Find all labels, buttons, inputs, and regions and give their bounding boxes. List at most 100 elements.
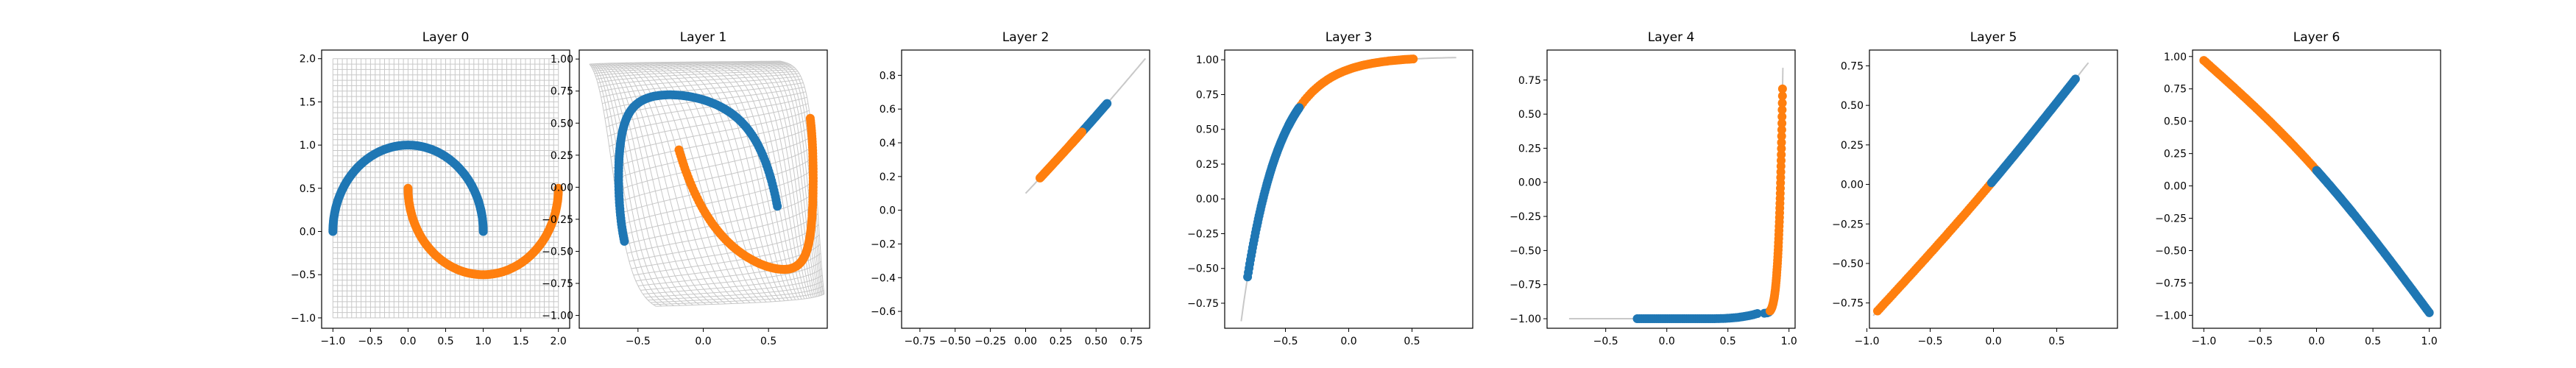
data-point <box>1078 127 1086 137</box>
grid-line <box>596 67 795 80</box>
x-tick-label: 1.0 <box>475 336 491 347</box>
grid-line <box>597 68 796 83</box>
grid-line <box>607 96 807 137</box>
series-0 <box>1243 117 1295 282</box>
y-tick-label: −0.75 <box>2155 277 2187 289</box>
series-0 <box>2199 56 2321 175</box>
panel-title: Layer 5 <box>1970 30 2017 45</box>
y-tick-label: 0.00 <box>2164 181 2187 193</box>
panel-3: Layer 3 −0.5 0.0 0.5 −0.75 −0.50 −0.25 0.00 0.25… <box>1187 30 1473 347</box>
grid-line <box>603 82 804 111</box>
panel-title: Layer 4 <box>1648 30 1695 45</box>
data-point <box>1777 112 1787 121</box>
panel-title: Layer 2 <box>1002 30 1050 45</box>
data-point <box>1777 132 1786 141</box>
series-1 <box>1766 84 1787 316</box>
grid-line <box>593 63 790 72</box>
y-tick-label: 0.50 <box>551 118 573 130</box>
data-point <box>805 113 815 123</box>
y-tick-label: −0.25 <box>1510 211 1541 223</box>
y-tick-label: −0.25 <box>542 214 573 226</box>
y-tick-label: −0.25 <box>1832 219 1864 230</box>
x-tick-label: 0.0 <box>2308 336 2324 347</box>
series-1 <box>1286 54 1418 127</box>
x-tick-label: 2.0 <box>551 336 567 347</box>
grid-line <box>599 73 799 93</box>
grid-line <box>673 61 785 301</box>
y-tick-label: 0.0 <box>880 205 896 217</box>
data-point <box>1777 138 1786 147</box>
y-tick-label: 0.50 <box>2164 116 2187 128</box>
panel-1: Layer 1 −0.5 0.0 0.5 −1.00 −0.75 −0.50 −0.25 0.0… <box>542 30 828 347</box>
panel-title: Layer 1 <box>680 30 727 45</box>
data-point <box>328 227 338 236</box>
y-tick-label: 0.75 <box>1518 75 1541 87</box>
grid-line <box>667 62 781 302</box>
series-0 <box>1632 306 1774 323</box>
axes-frame <box>2192 49 2441 329</box>
y-tick-label: 0.0 <box>300 227 316 238</box>
grid-line <box>760 60 821 296</box>
grid-line <box>635 244 821 282</box>
y-tick-label: 0.75 <box>1196 89 1219 101</box>
y-tick-label: 0.25 <box>1196 159 1219 171</box>
grid-line <box>1568 68 1784 319</box>
y-tick-label: −0.50 <box>1187 263 1219 275</box>
panel-0: Layer 0 −1.0 −0.5 0.0 0.5 1.0 1.5 2.0 −1.0 −0.5 0.… <box>291 30 570 347</box>
series-2 <box>1284 103 1304 130</box>
data-point <box>2070 74 2080 84</box>
grid-line <box>592 62 786 68</box>
x-tick-label: −0.25 <box>974 336 1006 347</box>
axes-frame <box>901 49 1150 329</box>
y-tick-label: −0.4 <box>871 272 896 284</box>
y-tick-label: −0.5 <box>291 269 316 281</box>
y-tick-label: 1.5 <box>300 96 316 108</box>
y-tick-label: −1.0 <box>291 313 316 325</box>
y-tick-label: −0.25 <box>2155 213 2187 225</box>
y-tick-label: −0.75 <box>1187 298 1219 310</box>
data-point <box>1295 103 1304 113</box>
x-tick-label: 0.50 <box>1085 336 1108 347</box>
y-tick-label: 0.00 <box>1518 177 1541 189</box>
grid-line <box>1240 57 1457 322</box>
y-tick-label: −0.50 <box>1832 258 1864 270</box>
y-tick-label: 0.2 <box>880 171 896 183</box>
x-tick-label: 0.0 <box>1659 336 1675 347</box>
panel-title: Layer 0 <box>422 30 470 45</box>
x-tick-label: 0.0 <box>695 336 711 347</box>
series-0 <box>1873 178 1996 316</box>
grid-line <box>589 60 781 65</box>
grid-line <box>590 61 785 67</box>
y-tick-label: −0.75 <box>1510 280 1541 291</box>
x-tick-label: 0.5 <box>1404 336 1420 347</box>
x-tick-label: 1.0 <box>2421 336 2438 347</box>
grid-line <box>598 71 798 88</box>
x-tick-label: 0.5 <box>1720 336 1736 347</box>
series-2 <box>2343 202 2434 317</box>
grid-line <box>656 294 825 307</box>
y-tick-label: 0.25 <box>551 150 573 162</box>
grid-line <box>602 79 802 105</box>
y-tick-label: 0.50 <box>1841 100 1864 112</box>
x-tick-label: −0.5 <box>1918 336 1943 347</box>
y-tick-label: 0.75 <box>2164 84 2187 96</box>
data-point <box>1777 125 1786 135</box>
y-tick-label: 0.4 <box>880 138 896 149</box>
y-tick-label: 0.75 <box>551 86 573 98</box>
y-tick-label: 1.00 <box>551 54 573 66</box>
x-tick-label: 0.0 <box>1340 336 1356 347</box>
y-tick-label: 1.0 <box>300 140 316 152</box>
x-tick-label: −1.0 <box>1855 336 1880 347</box>
x-tick-label: −0.75 <box>904 336 935 347</box>
data-point <box>1777 118 1787 128</box>
y-tick-label: −0.6 <box>871 306 896 318</box>
x-tick-label: −0.5 <box>1273 336 1298 347</box>
y-tick-label: 0.25 <box>2164 149 2187 160</box>
panel-4: Layer 4 −0.5 0.0 0.5 1.0 −1.00 −0.75 −0.50 −0.25… <box>1510 30 1797 347</box>
grid-line <box>601 75 801 98</box>
y-tick-label: 0.00 <box>551 182 573 194</box>
x-tick-label: 0.5 <box>760 336 776 347</box>
x-tick-label: −1.0 <box>2191 336 2216 347</box>
y-tick-label: −1.00 <box>542 311 573 322</box>
x-tick-label: 0.0 <box>400 336 416 347</box>
